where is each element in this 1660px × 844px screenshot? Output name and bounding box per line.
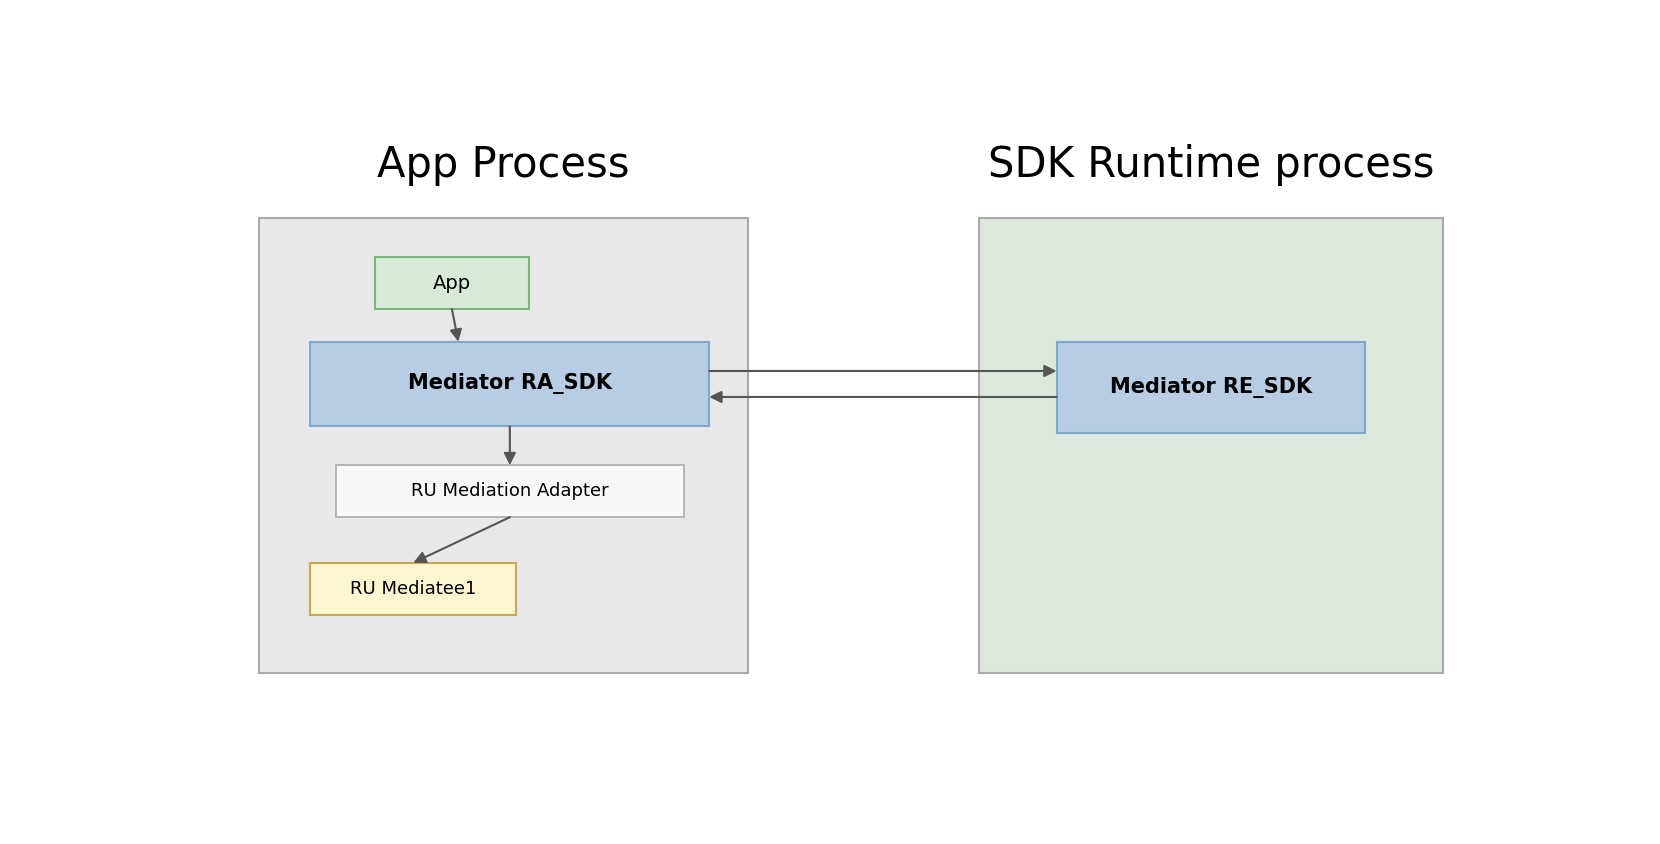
FancyBboxPatch shape <box>979 219 1443 674</box>
FancyBboxPatch shape <box>1057 342 1365 433</box>
Text: RU Mediatee1: RU Mediatee1 <box>350 580 476 598</box>
FancyBboxPatch shape <box>259 219 747 674</box>
Text: App Process: App Process <box>377 143 629 186</box>
FancyBboxPatch shape <box>375 257 530 309</box>
FancyBboxPatch shape <box>310 342 709 426</box>
Text: Mediator RE_SDK: Mediator RE_SDK <box>1111 376 1311 398</box>
Text: SDK Runtime process: SDK Runtime process <box>988 143 1434 186</box>
FancyBboxPatch shape <box>337 465 684 517</box>
Text: RU Mediation Adapter: RU Mediation Adapter <box>412 482 609 500</box>
Text: App: App <box>433 273 471 293</box>
FancyBboxPatch shape <box>310 563 516 614</box>
Text: Mediator RA_SDK: Mediator RA_SDK <box>408 374 613 394</box>
